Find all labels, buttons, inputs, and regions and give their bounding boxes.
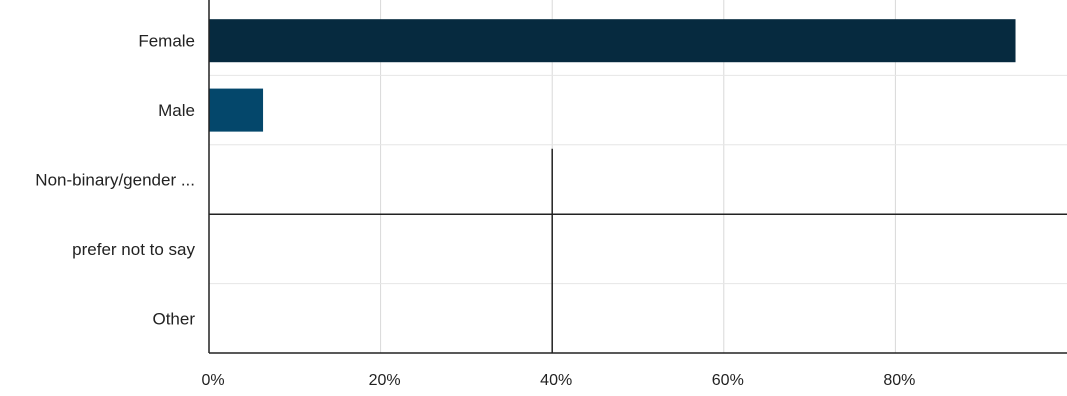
- bars: [209, 19, 1016, 132]
- category-label-1: Male: [158, 101, 195, 120]
- category-labels: Female Male Non-binary/gender ... prefer no…: [35, 32, 195, 329]
- category-label-0: Female: [138, 32, 195, 51]
- x-tick-label-1: 20%: [369, 372, 401, 389]
- x-tick-label-0: 0%: [201, 372, 224, 389]
- bar-1: [209, 88, 264, 132]
- category-label-4: Other: [152, 309, 195, 328]
- bar-0: [209, 19, 1016, 63]
- x-tick-label-4: 80%: [883, 372, 915, 389]
- x-tick-label-3: 60%: [712, 372, 744, 389]
- x-tick-label-2: 40%: [540, 372, 572, 389]
- category-label-3: prefer not to say: [72, 240, 195, 259]
- x-tick-labels: 0% 20% 40% 60% 80%: [201, 372, 915, 389]
- axes: [208, 0, 1067, 354]
- category-label-2: Non-binary/gender ...: [35, 171, 195, 190]
